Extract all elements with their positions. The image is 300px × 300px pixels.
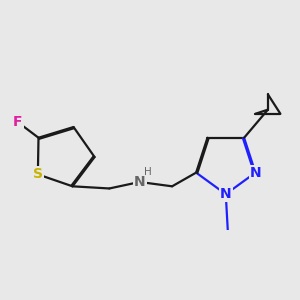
- Text: N: N: [134, 175, 146, 189]
- Text: S: S: [33, 167, 43, 182]
- Text: N: N: [250, 166, 261, 180]
- Text: H: H: [143, 167, 151, 178]
- Text: N: N: [220, 187, 232, 201]
- Text: F: F: [13, 115, 22, 129]
